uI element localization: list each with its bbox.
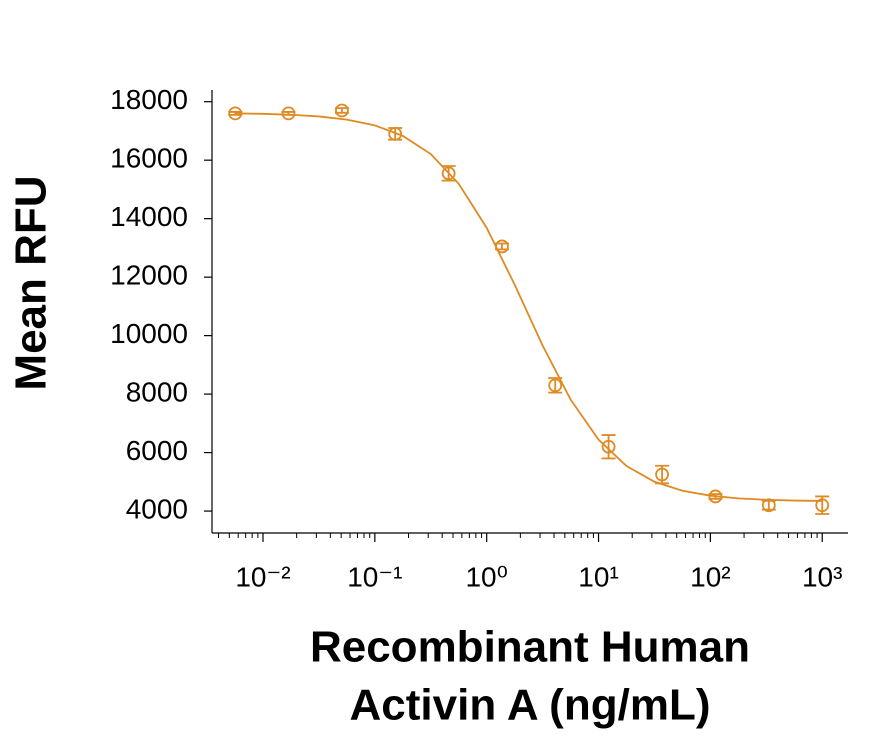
x-tick-label: 10⁻¹ [347, 561, 402, 592]
y-tick-label: 16000 [110, 143, 188, 174]
fit-curve [235, 112, 823, 502]
y-tick-label: 14000 [110, 201, 188, 232]
y-axis-title: Mean RFU [7, 175, 56, 390]
x-tick-label: 10⁰ [465, 561, 507, 592]
data-point [228, 106, 243, 121]
y-tick-label: 8000 [126, 376, 188, 407]
data-point [281, 106, 296, 121]
error-bar [281, 111, 296, 116]
data-point [761, 498, 776, 513]
error-bar [228, 111, 243, 116]
error-bar [601, 434, 616, 460]
y-tick-label: 10000 [110, 318, 188, 349]
y-tick-label: 4000 [126, 493, 188, 524]
x-tick-label: 10¹ [578, 561, 618, 592]
data-point [708, 489, 723, 504]
data-point [495, 239, 509, 254]
data-point [601, 439, 616, 454]
y-tick-label: 18000 [110, 84, 188, 115]
x-tick-label: 10³ [802, 561, 842, 592]
x-tick-label: 10⁻² [235, 561, 290, 592]
data-point [655, 467, 669, 482]
error-bar [441, 165, 456, 182]
x-axis-title: Recombinant Human [310, 623, 750, 672]
data-point [388, 126, 403, 141]
error-bar [548, 377, 563, 394]
y-tick-label: 12000 [110, 260, 188, 291]
x-tick-label: 10² [690, 561, 730, 592]
data-point [441, 166, 456, 181]
data-point [548, 378, 563, 393]
data-point [335, 103, 349, 118]
data-point [815, 498, 830, 513]
y-tick-label: 6000 [126, 435, 188, 466]
x-axis-title: Activin A (ng/mL) [350, 681, 711, 730]
